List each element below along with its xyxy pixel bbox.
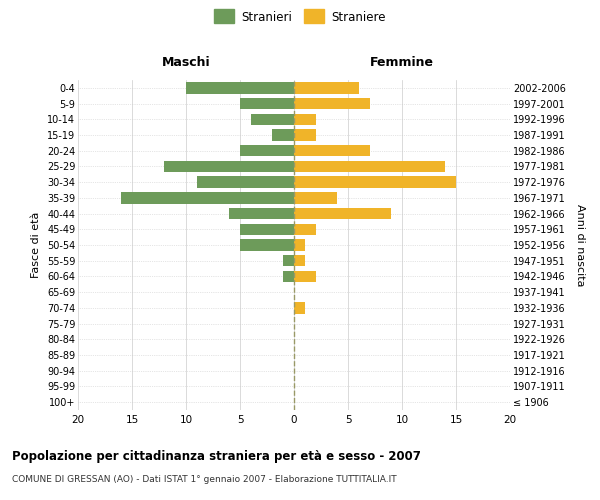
Bar [240, 98, 294, 109]
Legend: Stranieri, Straniere: Stranieri, Straniere [214, 11, 386, 24]
Bar [186, 82, 294, 94]
Bar [240, 240, 294, 250]
Bar [294, 302, 305, 314]
Bar [294, 176, 456, 188]
Bar [294, 192, 337, 203]
Bar [294, 161, 445, 172]
Bar [294, 224, 316, 235]
Bar [121, 192, 294, 203]
Y-axis label: Anni di nascita: Anni di nascita [575, 204, 585, 286]
Bar [294, 255, 305, 266]
Bar [251, 114, 294, 125]
Bar [294, 240, 305, 250]
Bar [294, 82, 359, 94]
Bar [197, 176, 294, 188]
Bar [294, 114, 316, 125]
Y-axis label: Fasce di età: Fasce di età [31, 212, 41, 278]
Bar [294, 271, 316, 282]
Bar [229, 208, 294, 219]
Text: Popolazione per cittadinanza straniera per età e sesso - 2007: Popolazione per cittadinanza straniera p… [12, 450, 421, 463]
Text: COMUNE DI GRESSAN (AO) - Dati ISTAT 1° gennaio 2007 - Elaborazione TUTTITALIA.IT: COMUNE DI GRESSAN (AO) - Dati ISTAT 1° g… [12, 475, 397, 484]
Bar [272, 130, 294, 140]
Bar [294, 98, 370, 109]
Bar [294, 130, 316, 140]
Bar [294, 208, 391, 219]
Bar [283, 271, 294, 282]
Bar [240, 145, 294, 156]
Text: Femmine: Femmine [370, 56, 434, 69]
Bar [240, 224, 294, 235]
Bar [283, 255, 294, 266]
Text: Maschi: Maschi [161, 56, 211, 69]
Bar [164, 161, 294, 172]
Bar [294, 145, 370, 156]
